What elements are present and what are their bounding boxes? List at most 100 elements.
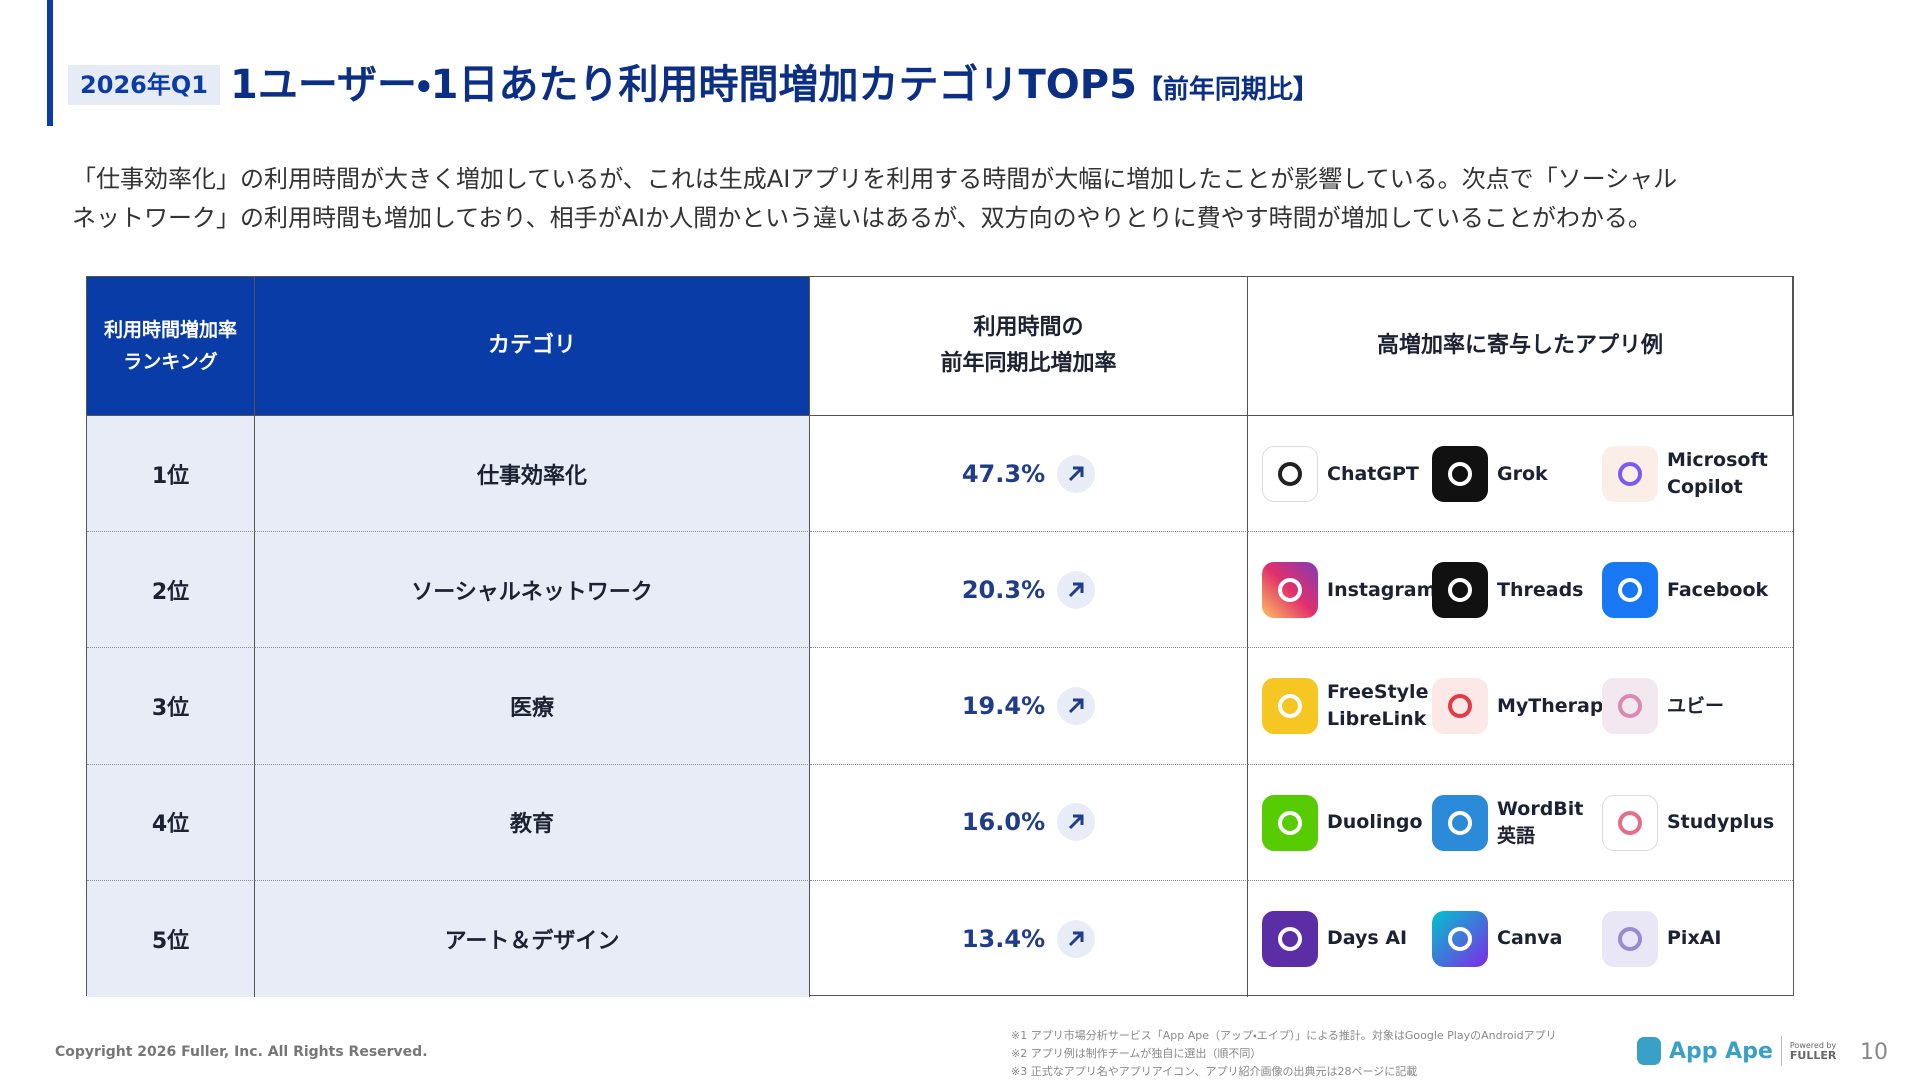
category: ソーシャルネットワーク — [411, 579, 653, 605]
icon-glyph — [1448, 462, 1472, 487]
rate: 19.4% — [961, 691, 1046, 720]
app: Duolingo — [1262, 794, 1423, 851]
title-suffix: 【前年同期比】 — [1136, 75, 1319, 105]
app-icon — [1262, 562, 1318, 619]
icon-glyph — [1278, 694, 1302, 719]
note: ※2 アプリ例は制作チームが独自に選出（順不同） — [1011, 1047, 1262, 1060]
apps-cell: ChatGPT Grok Microsoft Copilot — [1248, 416, 1793, 533]
arrow-icon — [1069, 582, 1084, 597]
icon-glyph — [1618, 926, 1642, 951]
arrow-icon — [1069, 698, 1084, 714]
icon-glyph — [1278, 810, 1302, 835]
app-name: Canva — [1497, 925, 1563, 952]
copyright: Copyright 2026 Fuller, Inc. All Rights R… — [55, 1044, 428, 1060]
app-name: ChatGPT — [1327, 461, 1419, 488]
app-name-line: Studyplus — [1667, 811, 1775, 834]
category: 教育 — [509, 812, 554, 838]
category-cell: 仕事効率化 — [255, 416, 810, 533]
icon-glyph — [1278, 578, 1302, 603]
app-name-line: Duolingo — [1327, 811, 1423, 834]
trend-arrow — [1057, 454, 1096, 493]
accent-bar — [47, 0, 53, 126]
category: 仕事効率化 — [476, 463, 587, 489]
rank: 1位 — [151, 463, 190, 489]
note: ※1 アプリ市場分析サービス「App Ape（アップ・エイプ）」による推計。対象… — [1011, 1029, 1557, 1042]
category-cell: 教育 — [255, 764, 810, 881]
app-name-line: ユビー — [1667, 694, 1725, 717]
app-name-line: Canva — [1497, 927, 1563, 950]
app-name-line: LibreLink — [1327, 708, 1427, 731]
apps-cell: Days AI Canva PixAI — [1248, 881, 1793, 997]
trend-arrow — [1057, 686, 1096, 725]
app-name: Threads — [1497, 577, 1583, 604]
app-name: Grok — [1497, 461, 1548, 488]
app: Studyplus — [1602, 794, 1774, 851]
icon-glyph — [1618, 462, 1642, 487]
rate-cell: 47.3% — [810, 416, 1248, 533]
icon-glyph — [1618, 694, 1642, 719]
app-name: Instagram — [1327, 577, 1436, 604]
icon-glyph — [1448, 694, 1472, 719]
rate: 20.3% — [961, 575, 1046, 604]
rate: 16.0% — [961, 808, 1046, 837]
category-cell: アート＆デザイン — [255, 880, 810, 997]
app: ユビー — [1602, 678, 1724, 735]
app-name-line: Days AI — [1327, 927, 1408, 950]
app-name: FreeStyle LibreLink — [1327, 679, 1428, 733]
badge: 2026年Q1 — [68, 65, 220, 105]
category-cell: 医療 — [255, 648, 810, 765]
description: 「仕事効率化」の利用時間が大きく増加しているが、これは生成AIアプリを利用する時… — [72, 160, 1677, 238]
arrow-icon — [1069, 931, 1084, 946]
header-text: 利用時間増加率 — [103, 319, 237, 341]
powered-by: Powered by — [1789, 1041, 1837, 1050]
page-number: 10 — [1860, 1040, 1888, 1065]
icon-glyph — [1618, 810, 1642, 835]
app-name-line: FreeStyle — [1327, 681, 1429, 704]
header-text: 利用時間の — [973, 315, 1084, 340]
app-name: ユビー — [1667, 693, 1724, 720]
arrow-icon — [1069, 466, 1084, 481]
rank: 2位 — [151, 579, 190, 605]
category: 医療 — [509, 695, 554, 721]
header-cell: 高増加率に寄与したアプリ例 — [1248, 277, 1793, 416]
rank-cell: 1位 — [87, 416, 255, 533]
app-name-line: WordBit — [1497, 797, 1584, 820]
app: Instagram — [1262, 562, 1436, 619]
rank-cell: 5位 — [87, 880, 255, 997]
app: MyTherapy — [1432, 678, 1616, 735]
app-icon — [1602, 446, 1658, 503]
header-text: 前年同期比増加率 — [940, 351, 1117, 376]
rate-cell: 13.4% — [810, 880, 1248, 997]
rate: 47.3% — [961, 459, 1046, 488]
app: WordBit 英語 — [1432, 794, 1584, 851]
app-name: Days AI — [1327, 925, 1407, 952]
rank-cell: 3位 — [87, 648, 255, 765]
rate-cell: 19.4% — [810, 648, 1248, 765]
header-text: ランキング — [123, 351, 218, 373]
app: Threads — [1432, 562, 1583, 619]
title: 1ユーザー・1日あたり利用時間増加カテゴリTOP5【前年同期比】 — [230, 60, 1319, 115]
icon-glyph — [1618, 578, 1642, 603]
logo-divider — [1780, 1036, 1782, 1066]
rank-cell: 2位 — [87, 532, 255, 649]
app-name-line: MyTherapy — [1497, 694, 1616, 717]
app-icon — [1432, 910, 1488, 967]
rate-cell: 16.0% — [810, 764, 1248, 881]
app-name: Microsoft Copilot — [1667, 447, 1768, 501]
icon-glyph — [1448, 578, 1472, 603]
note: ※3 正式なアプリ名やアプリアイコン、アプリ紹介画像の出典元は28ページに記載 — [1011, 1065, 1418, 1078]
app-name: MyTherapy — [1497, 693, 1616, 720]
app-icon — [1602, 910, 1658, 967]
app-name-line: PixAI — [1667, 927, 1722, 950]
rate-cell: 20.3% — [810, 532, 1248, 649]
trend-arrow — [1057, 919, 1096, 958]
app: Grok — [1432, 446, 1548, 503]
app-name: Studyplus — [1667, 809, 1774, 836]
app-name-line: Microsoft — [1667, 449, 1768, 472]
app-name: Facebook — [1667, 577, 1768, 604]
app-icon — [1602, 562, 1658, 619]
icon-glyph — [1448, 926, 1472, 951]
header-text: カテゴリ — [487, 333, 576, 358]
apps-cell: FreeStyle LibreLink MyTherapy ユビー — [1248, 648, 1793, 765]
